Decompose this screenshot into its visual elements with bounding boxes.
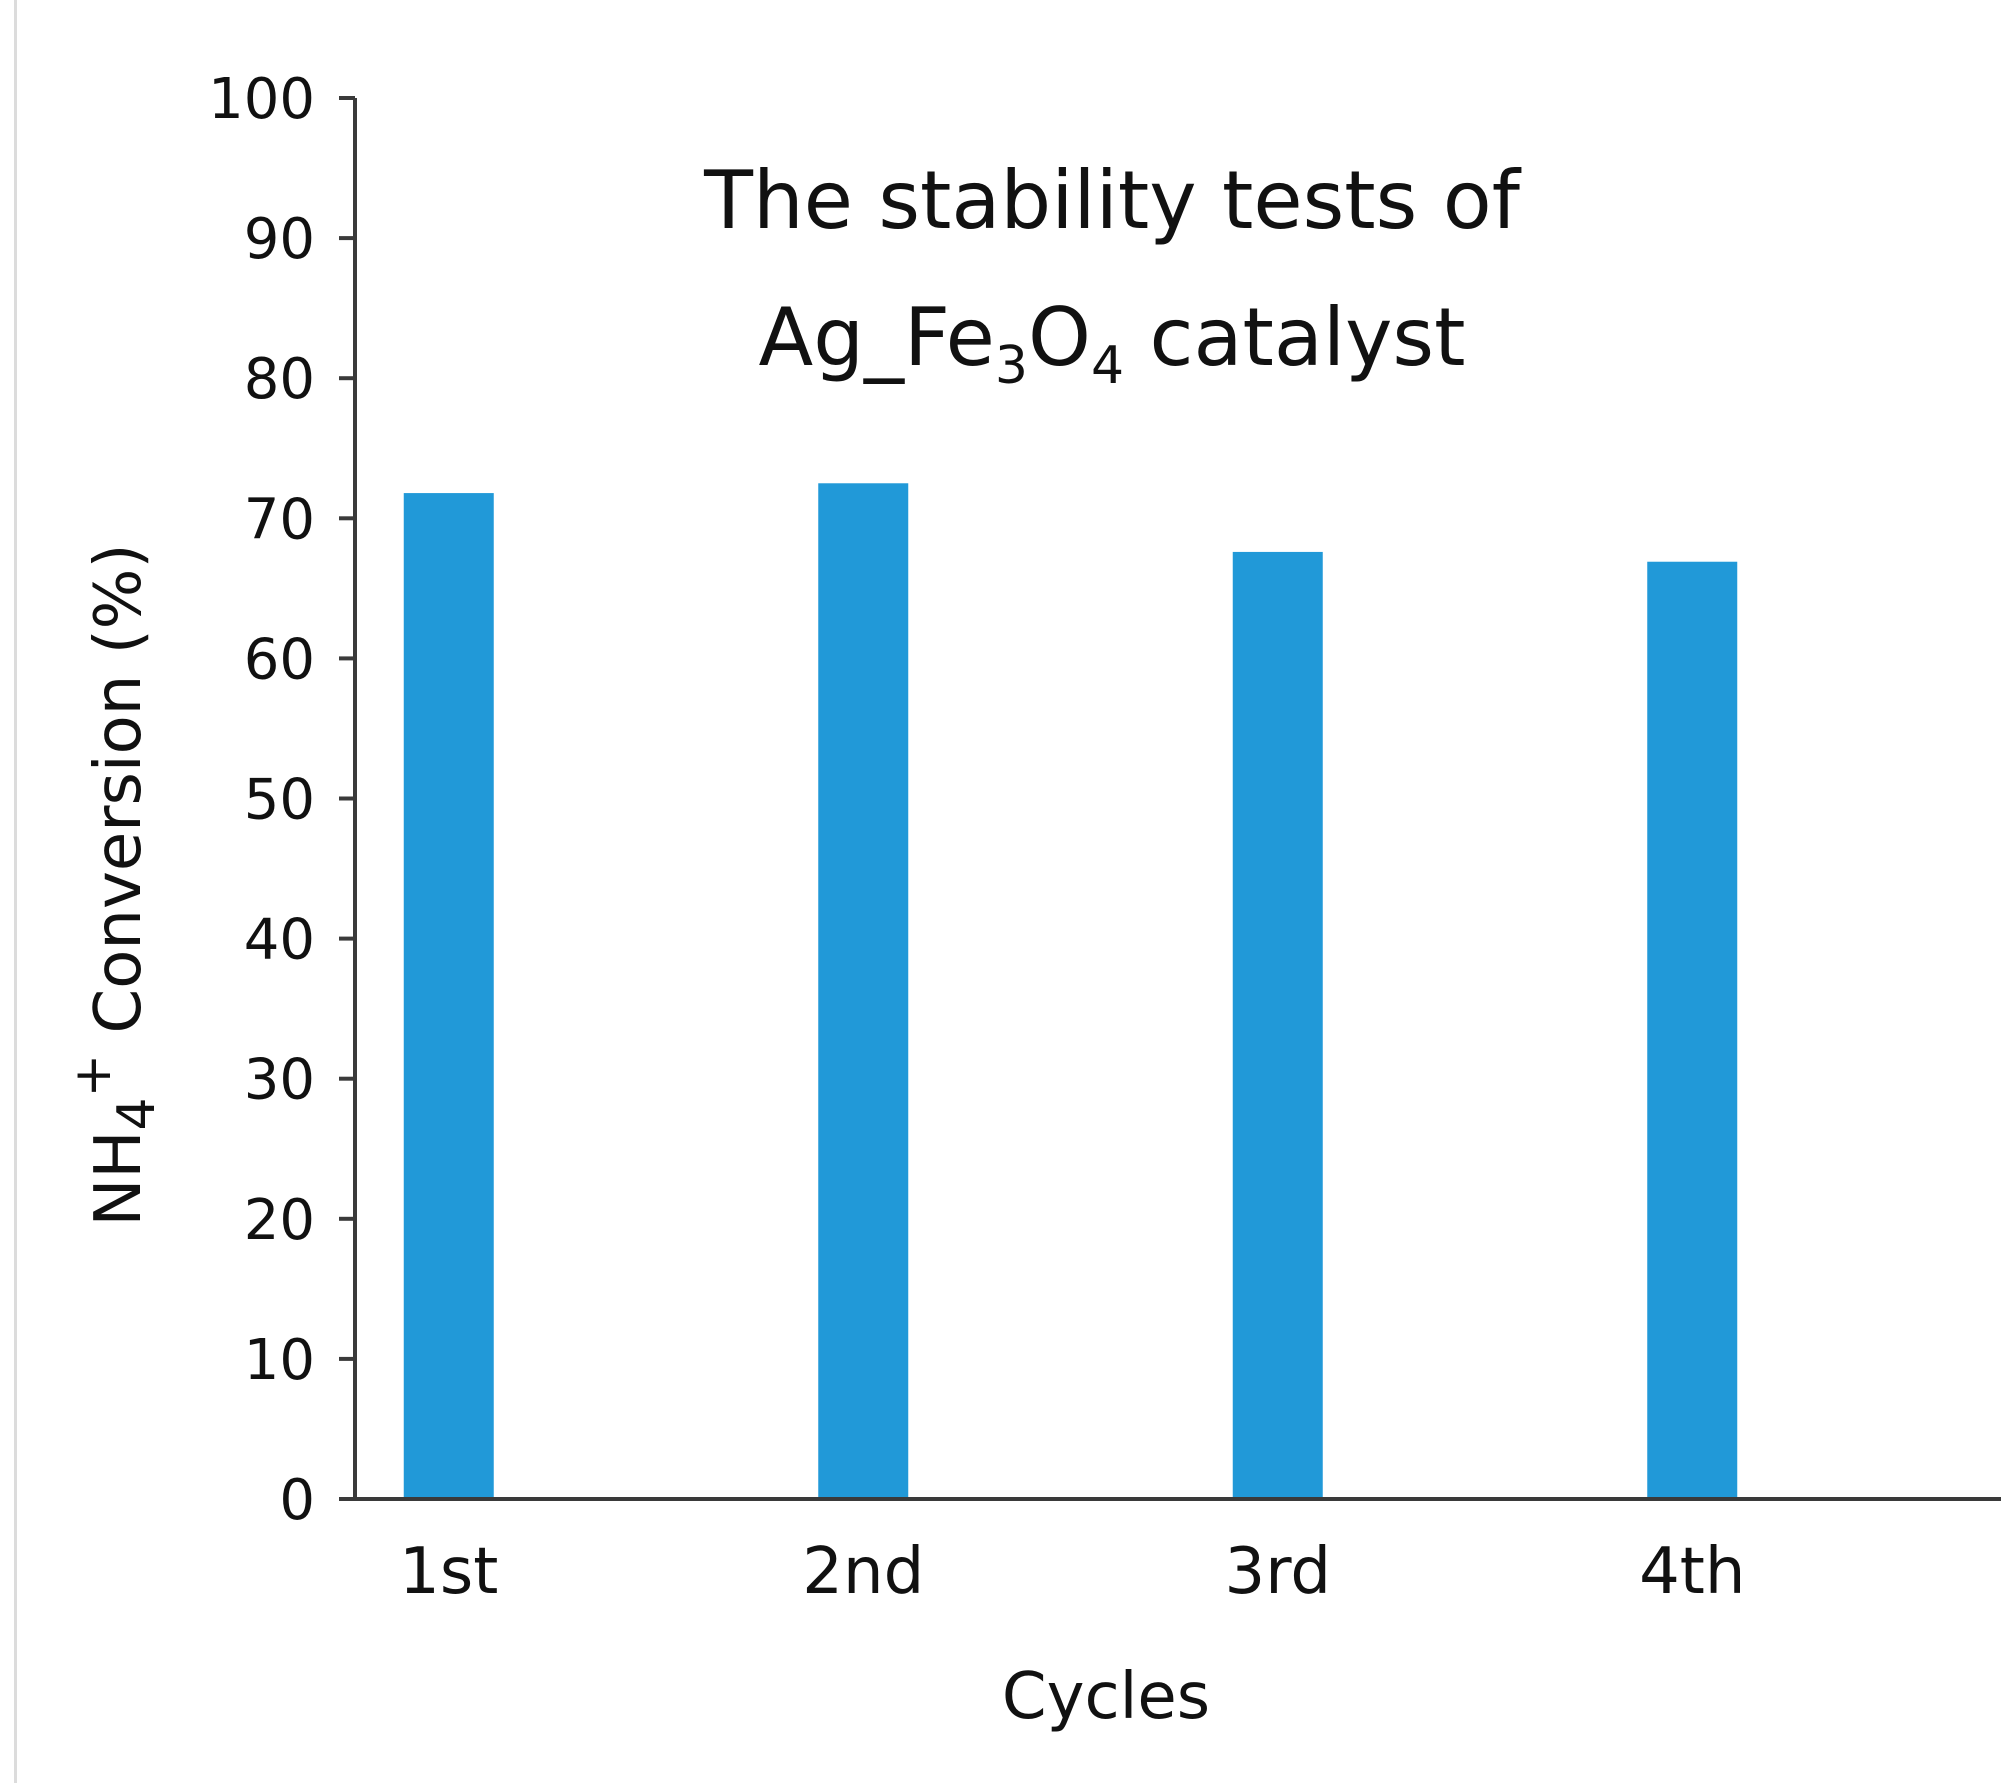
bar-3rd (1232, 551, 1323, 1499)
y-tick-label: 70 (244, 487, 315, 552)
y-axis-title-prefix: NH (82, 1130, 156, 1226)
bar-1st (403, 493, 494, 1499)
y-tick-label: 0 (279, 1468, 315, 1533)
bars-group (403, 483, 1738, 1499)
y-tick-label: 90 (244, 207, 315, 272)
bar-2nd (818, 483, 909, 1499)
title-suffix: catalyst (1124, 291, 1465, 384)
y-tick-label: 80 (244, 347, 315, 412)
figure-border-line (14, 0, 17, 1783)
y-axis-title-superscript: + (63, 1054, 123, 1098)
x-category-label: 3rd (1224, 1535, 1331, 1609)
title-subscript-4: 4 (1091, 336, 1124, 396)
title-subscript-3: 3 (995, 336, 1028, 396)
y-tick-label: 60 (244, 627, 315, 692)
x-category-label: 4th (1639, 1535, 1745, 1609)
x-axis-title: Cycles (1002, 1660, 1210, 1734)
y-axis-title-subscript: 4 (107, 1097, 167, 1130)
y-tick-label: 50 (244, 768, 315, 833)
x-category-label: 1st (399, 1535, 498, 1609)
title-prefix: Ag_Fe (759, 291, 995, 384)
y-tick-label: 20 (244, 1188, 315, 1253)
title-mid: O (1028, 291, 1091, 384)
y-axis-title: NH4+ Conversion (%) (63, 544, 167, 1227)
x-labels-group: 1st 2nd 3rd 4th (399, 1535, 1745, 1609)
y-axis-title-suffix: Conversion (%) (82, 544, 156, 1054)
y-tick-label: 30 (244, 1048, 315, 1113)
y-tick-label: 100 (208, 67, 315, 132)
y-tick-label: 40 (244, 908, 315, 973)
x-category-label: 2nd (802, 1535, 924, 1609)
chart-title-line-2: Ag_Fe3O4 catalyst (759, 291, 1466, 396)
chart-title-line-1: The stability tests of (703, 154, 1522, 247)
y-tick-label: 10 (244, 1328, 315, 1393)
y-ticks-group: 0 10 20 30 40 50 60 70 80 90 100 (208, 67, 355, 1533)
bar-4th (1647, 561, 1738, 1499)
